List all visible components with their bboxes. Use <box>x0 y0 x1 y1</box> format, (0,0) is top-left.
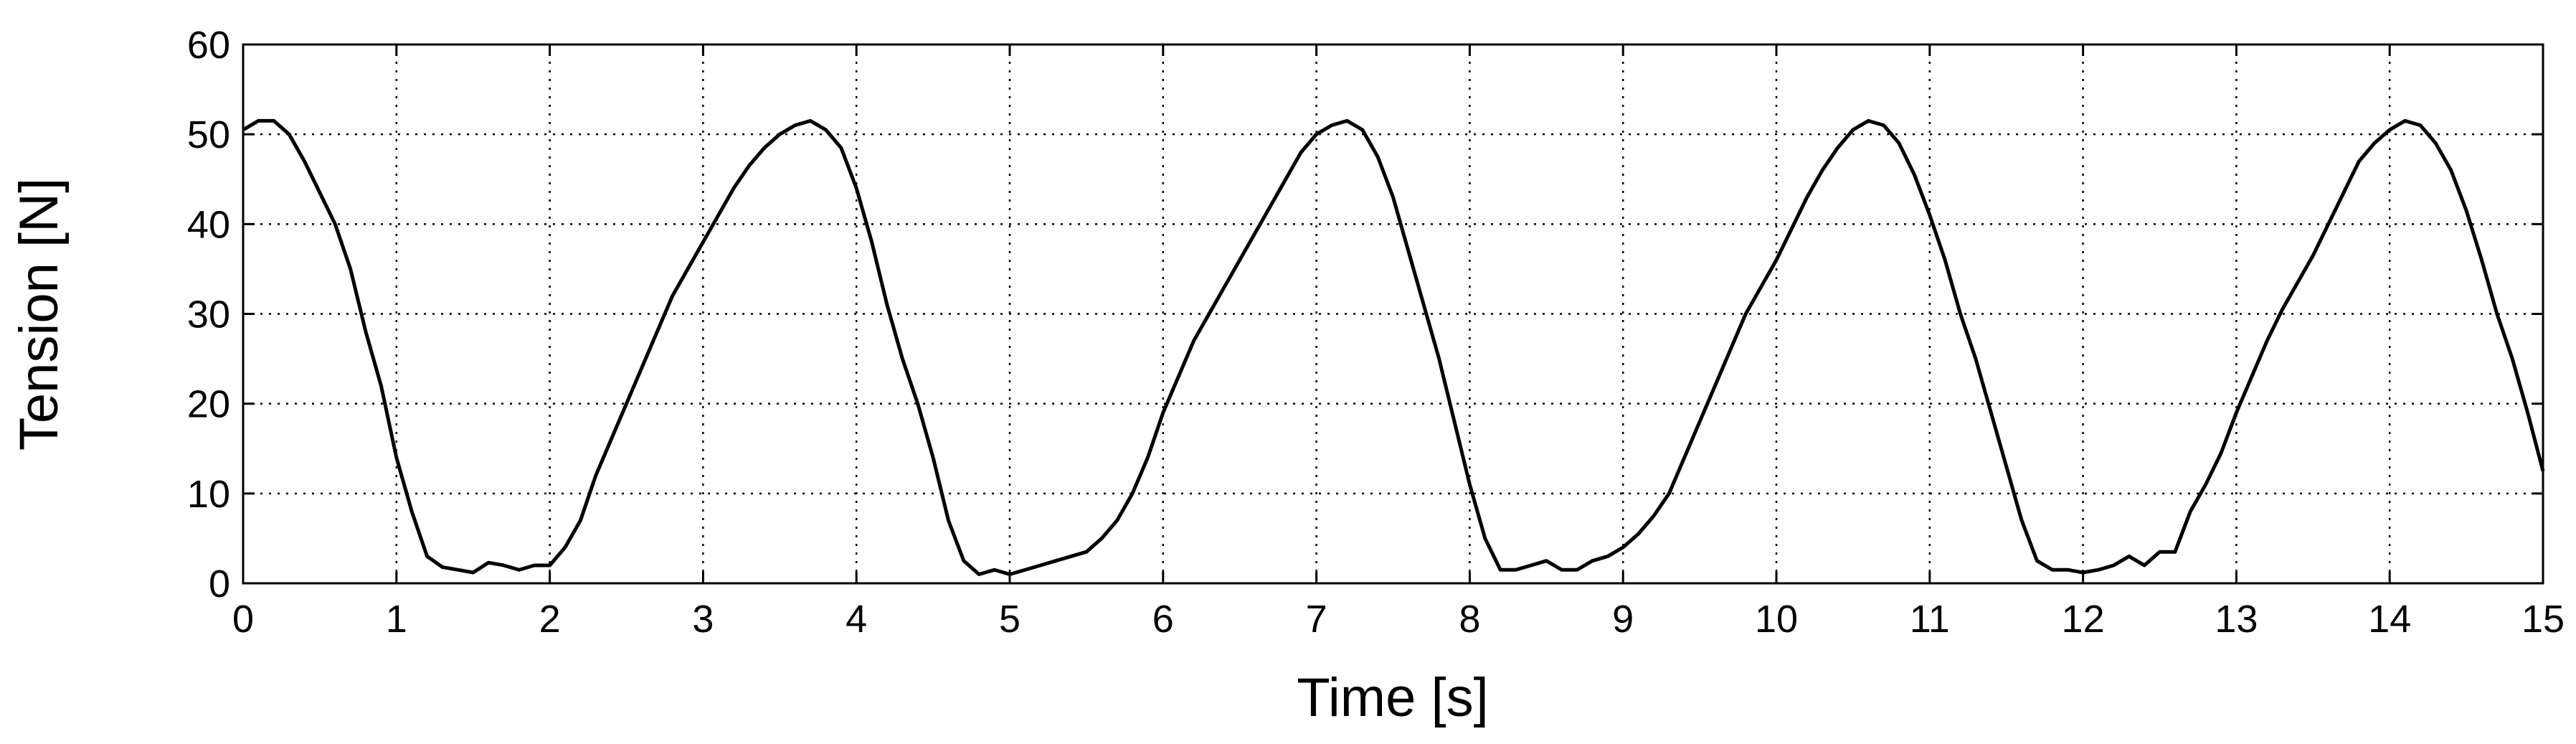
y-tick-label: 40 <box>187 203 230 246</box>
x-tick-label: 14 <box>2368 598 2411 641</box>
plot-frame <box>242 43 2544 585</box>
y-tick-label: 20 <box>187 383 230 426</box>
y-tick-label: 10 <box>187 473 230 516</box>
x-tick-label: 12 <box>2062 598 2105 641</box>
x-tick-label: 3 <box>692 598 714 641</box>
x-tick-label: 6 <box>1152 598 1174 641</box>
x-tick-label: 11 <box>1910 598 1950 641</box>
x-tick-label: 0 <box>232 598 254 641</box>
x-tick-label: 4 <box>846 598 867 641</box>
data-line <box>242 118 2545 576</box>
x-tick-label: 8 <box>1459 598 1480 641</box>
y-tick-label: 0 <box>209 562 230 606</box>
x-tick-label: 10 <box>1755 598 1798 641</box>
x-tick-label: 2 <box>539 598 561 641</box>
x-tick-label: 7 <box>1306 598 1327 641</box>
y-tick-label: 30 <box>187 293 230 336</box>
x-axis-label: Time [s] <box>1297 667 1488 728</box>
x-tick-label: 1 <box>386 598 407 641</box>
y-tick-label: 60 <box>187 24 230 67</box>
x-tick-label: 5 <box>999 598 1021 641</box>
y-axis-label: Tension [N] <box>9 178 70 451</box>
x-tick-label: 13 <box>2215 598 2258 641</box>
x-tick-label: 15 <box>2521 598 2565 641</box>
x-tick-label: 9 <box>1612 598 1634 641</box>
y-tick-label: 50 <box>187 113 230 156</box>
plot-area <box>243 44 2543 583</box>
